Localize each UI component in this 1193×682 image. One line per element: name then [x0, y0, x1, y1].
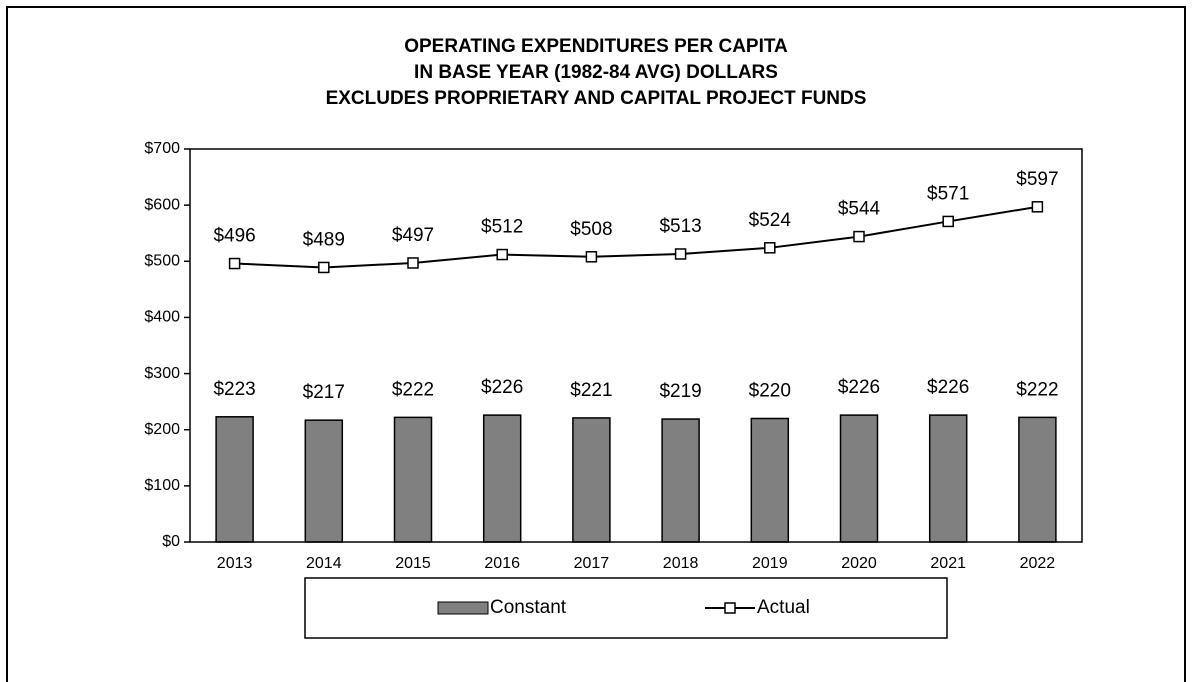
marker: [407, 257, 419, 269]
legend-label: Actual: [757, 597, 810, 618]
data-label: $497: [392, 225, 434, 246]
data-label: $513: [659, 216, 701, 237]
legend-swatch: [437, 601, 489, 615]
data-label: $226: [838, 377, 880, 398]
data-label: $226: [927, 377, 969, 398]
x-tick-label: 2020: [841, 555, 877, 572]
data-label: $217: [303, 382, 345, 403]
x-tick-label: 2022: [1020, 555, 1056, 572]
x-tick-label: 2016: [484, 555, 520, 572]
x-tick-label: 2015: [395, 555, 431, 572]
data-label: $219: [659, 381, 701, 402]
x-tick-label: 2021: [930, 555, 966, 572]
data-label: $571: [927, 183, 969, 204]
y-tick-label: $600: [144, 196, 180, 213]
marker: [496, 248, 508, 261]
x-tick-label: 2018: [663, 555, 699, 572]
frame: [6, 6, 1186, 682]
data-label: $496: [213, 226, 255, 247]
data-label: $508: [570, 219, 612, 240]
legend-label: Constant: [490, 597, 567, 618]
bar: [1018, 416, 1057, 543]
y-tick-label: $400: [144, 309, 180, 326]
bar: [839, 414, 879, 543]
y-tick-label: $200: [144, 421, 180, 438]
data-label: $223: [213, 379, 255, 400]
bar: [215, 416, 254, 543]
x-tick-label: 2017: [574, 555, 610, 572]
y-tick-label: $500: [144, 253, 180, 270]
bar: [482, 414, 522, 543]
bar: [393, 416, 433, 543]
y-tick-label: $100: [144, 477, 180, 494]
chart-title: EXCLUDES PROPRIETARY AND CAPITAL PROJECT…: [326, 88, 867, 109]
line: [234, 205, 1038, 269]
marker: [1031, 201, 1044, 213]
data-label: $524: [749, 210, 792, 231]
y-tick-label: $0: [162, 533, 180, 550]
data-label: $489: [303, 229, 345, 250]
marker: [318, 261, 330, 274]
bar: [750, 417, 790, 543]
y-tick-label: $300: [144, 365, 180, 382]
data-label: $544: [838, 199, 881, 220]
data-label: $512: [481, 217, 523, 238]
marker: [674, 248, 687, 260]
data-label: $222: [1016, 379, 1058, 400]
bar: [572, 417, 611, 543]
bar: [928, 414, 968, 543]
x-tick-label: 2019: [752, 555, 788, 572]
data-label: $220: [749, 381, 791, 402]
data-label: $597: [1016, 169, 1058, 190]
chart-title: IN BASE YEAR (1982-84 AVG) DOLLARS: [414, 62, 778, 83]
marker: [942, 215, 954, 228]
marker: [585, 251, 598, 263]
marker: [764, 242, 776, 254]
x-tick-label: 2013: [217, 555, 253, 572]
marker: [853, 230, 865, 243]
legend: [304, 577, 948, 639]
legend-swatch: [724, 602, 736, 614]
y-tick-label: $700: [144, 140, 180, 157]
bar: [661, 418, 700, 543]
data-label: $222: [392, 379, 434, 400]
bar: [304, 419, 344, 543]
marker: [228, 257, 241, 270]
data-label: $226: [481, 377, 523, 398]
data-label: $221: [570, 380, 612, 401]
chart-title: OPERATING EXPENDITURES PER CAPITA: [404, 36, 788, 57]
plot-border: [189, 148, 1083, 543]
x-tick-label: 2014: [306, 555, 342, 572]
